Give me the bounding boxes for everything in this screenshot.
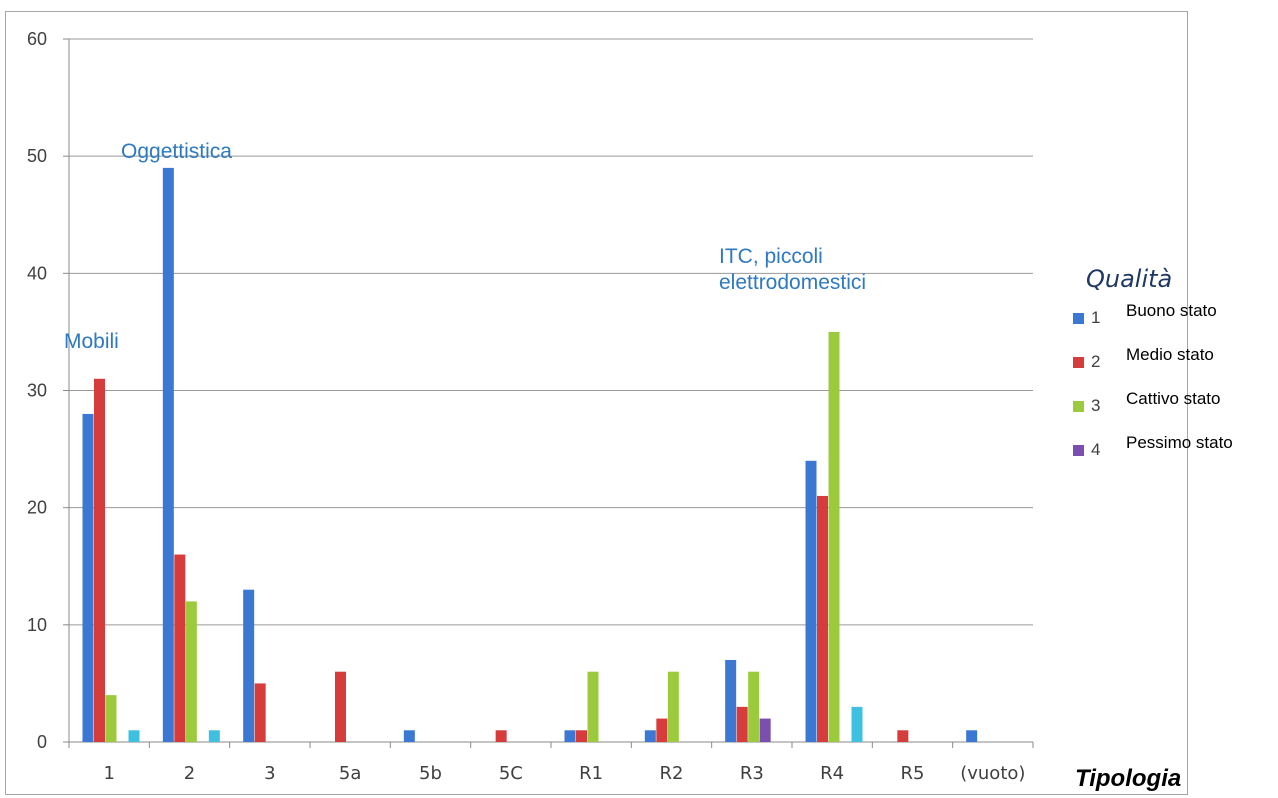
- x-tick-label: (vuoto): [960, 763, 1025, 784]
- x-tick-label: R4: [820, 763, 844, 784]
- bar: [82, 413, 94, 742]
- legend-swatch-3: [1073, 401, 1084, 412]
- bar: [254, 683, 266, 742]
- legend-swatch-4: [1073, 445, 1084, 456]
- y-tick-label: 50: [27, 146, 47, 166]
- bar: [725, 659, 737, 742]
- annotation: Mobili: [64, 330, 119, 353]
- bar: [587, 671, 599, 742]
- bar: [576, 730, 587, 742]
- legend-label: Cattivo stato: [1126, 389, 1221, 408]
- y-tick-label: 0: [37, 732, 47, 752]
- bar: [105, 695, 117, 742]
- y-tick-label: 10: [27, 615, 47, 635]
- bar: [828, 331, 840, 742]
- y-tick-label: 40: [27, 263, 47, 283]
- legend: Qualità 1 Buono stato 2 Medio stato 3 Ca…: [1070, 265, 1275, 475]
- bar: [208, 730, 220, 742]
- y-tick-label: 30: [27, 381, 47, 401]
- x-axis-title: Tipologia: [1075, 765, 1182, 792]
- x-tick-label: R5: [901, 763, 925, 784]
- bar: [495, 730, 507, 742]
- x-tick-label: 5a: [339, 763, 361, 784]
- bar: [174, 554, 186, 742]
- legend-label: Medio stato: [1126, 345, 1214, 364]
- annotation-line: Oggettistica: [121, 140, 232, 163]
- bar: [817, 495, 828, 742]
- legend-title: Qualità: [1086, 265, 1173, 293]
- bar: [94, 378, 105, 742]
- legend-item-3: 3 Cattivo stato: [1070, 387, 1275, 431]
- legend-item-1: 1 Buono stato: [1070, 299, 1275, 343]
- chart-frame: [5, 11, 1188, 795]
- legend-swatch-2: [1073, 357, 1084, 368]
- legend-num: 2: [1091, 352, 1101, 371]
- annotation-line: elettrodomestici: [719, 271, 866, 294]
- legend-num: 1: [1091, 308, 1101, 327]
- bar: [667, 671, 679, 742]
- legend-num: 4: [1091, 440, 1101, 459]
- x-tick-label: R2: [660, 763, 684, 784]
- legend-swatch-1: [1073, 313, 1084, 324]
- bar: [335, 671, 346, 742]
- x-tick-label: R1: [579, 763, 603, 784]
- y-tick-label: 60: [27, 29, 47, 49]
- annotation-line: ITC, piccoli: [719, 245, 823, 268]
- bar: [185, 601, 197, 742]
- bar: [736, 706, 748, 742]
- bar: [128, 730, 140, 742]
- x-tick-label: 3: [264, 763, 275, 784]
- legend-label: Buono stato: [1126, 301, 1217, 320]
- bar: [966, 730, 978, 742]
- bar: [564, 730, 576, 742]
- legend-num: 3: [1091, 396, 1101, 415]
- x-tick-label: R3: [740, 763, 764, 784]
- bar: [243, 589, 255, 742]
- bar: [403, 730, 415, 742]
- x-tick-label: 5C: [499, 763, 523, 784]
- legend-label: Pessimo stato: [1126, 433, 1233, 452]
- annotation: ITC, piccoli elettrodomestici: [719, 245, 866, 294]
- bar: [644, 730, 656, 742]
- bar: [656, 718, 668, 742]
- bar: [759, 718, 771, 742]
- annotation-line: Mobili: [64, 330, 119, 353]
- x-tick-label: 2: [184, 763, 195, 784]
- y-tick-label: 20: [27, 498, 47, 518]
- bar: [805, 460, 817, 742]
- bar: [748, 671, 760, 742]
- x-tick-label: 1: [103, 763, 114, 784]
- bar: [897, 730, 909, 742]
- legend-item-2: 2 Medio stato: [1070, 343, 1275, 387]
- annotation: Oggettistica: [121, 140, 232, 163]
- legend-item-4: 4 Pessimo stato: [1070, 431, 1275, 475]
- bar: [162, 167, 174, 743]
- bar: [851, 706, 863, 742]
- x-tick-label: 5b: [419, 763, 442, 784]
